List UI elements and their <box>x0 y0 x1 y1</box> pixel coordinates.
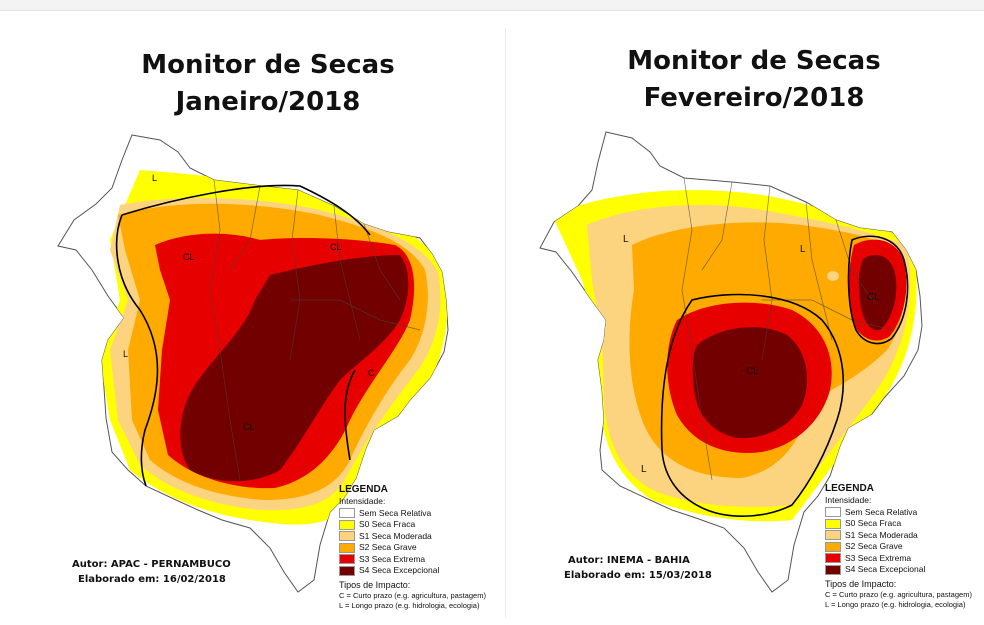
map-title: Monitor de Secas Janeiro/2018 <box>118 47 418 121</box>
author: Autor: INEMA - BAHIA <box>568 555 690 566</box>
region-label: L <box>641 464 647 475</box>
region-label: L <box>623 234 629 245</box>
legend-impact-short: C = Curto prazo (e.g. agricultura, pasta… <box>825 590 972 599</box>
title-line-2: Fevereiro/2018 <box>643 83 865 113</box>
impact-boundaries <box>115 184 371 487</box>
legend-swatch <box>825 541 841 552</box>
region-label: L <box>152 173 157 183</box>
legend-impact-short: C = Curto prazo (e.g. agricultura, pasta… <box>339 591 486 600</box>
legend-swatch <box>339 565 355 576</box>
legend-item: S1 Seca Moderada <box>825 530 983 542</box>
legend-item: S0 Seca Fraca <box>825 518 983 530</box>
legend-intensity-label: Intensidade: <box>339 496 386 506</box>
legend-item: S2 Seca Grave <box>825 541 983 553</box>
legend-swatch <box>825 553 841 564</box>
credit: Autor: APAC - PERNAMBUCO Elaborado em: 1… <box>72 557 231 587</box>
elaboration-date: Elaborado em: 15/03/2018 <box>564 570 712 581</box>
region-label: CL <box>183 252 195 262</box>
region-label: C <box>368 368 375 378</box>
map-title: Monitor de Secas Fevereiro/2018 <box>604 43 904 117</box>
legend-item: S1 Seca Moderada <box>339 531 499 543</box>
legend-item: S2 Seca Grave <box>339 542 499 554</box>
legend-swatch <box>339 542 355 553</box>
legend-item: S4 Seca Excepcional <box>339 565 499 577</box>
legend-intensity-label: Intensidade: <box>825 495 872 505</box>
region-label: L <box>800 244 806 255</box>
legend-item: S0 Seca Fraca <box>339 519 499 531</box>
title-line-2: Janeiro/2018 <box>175 87 361 117</box>
legend-swatch <box>825 530 841 541</box>
state-borders <box>681 177 893 481</box>
legend-swatch <box>825 518 841 529</box>
legend-swatch <box>825 564 841 575</box>
drought-map-fevereiro: L L CL CL L <box>539 131 923 593</box>
area-s1-spot <box>827 271 839 281</box>
area-s4-south <box>692 327 807 439</box>
elaboration-date: Elaborado em: 16/02/2018 <box>78 574 226 585</box>
legend-item: S4 Seca Excepcional <box>825 564 983 576</box>
legend-item: Sem Seca Relativa <box>825 507 983 519</box>
legend-swatch <box>339 508 355 519</box>
legend-impact-label: Tipos de Impacto: <box>339 579 411 590</box>
legend-impact-label: Tipos de Impacto: <box>825 578 897 589</box>
legend-swatch <box>339 554 355 565</box>
legend-title: LEGENDA <box>339 484 388 495</box>
impact-boundaries <box>660 235 909 517</box>
title-line-1: Monitor de Secas <box>627 46 881 76</box>
legend-impact-long: L = Longo prazo (e.g. hidrologia, ecolog… <box>825 600 966 609</box>
area-s4-northeast <box>858 254 897 331</box>
legend-impact-long: L = Longo prazo (e.g. hidrologia, ecolog… <box>339 601 480 610</box>
legend-title: LEGENDA <box>825 483 874 494</box>
legend-swatch <box>825 507 841 518</box>
legend: LEGENDA Intensidade: Sem Seca Relativa S… <box>339 484 499 611</box>
region-label: L <box>123 349 128 359</box>
region-label: CL <box>243 422 255 432</box>
top-bar <box>0 0 984 11</box>
area-s4 <box>180 255 409 482</box>
title-line-1: Monitor de Secas <box>141 50 395 80</box>
region-label: CL <box>746 366 759 377</box>
legend-item: S3 Seca Extrema <box>339 554 499 566</box>
drought-map-janeiro: L CL CL L C CL <box>57 134 449 593</box>
panel-divider <box>505 28 506 618</box>
legend-item: Sem Seca Relativa <box>339 508 499 520</box>
state-borders <box>209 179 421 481</box>
map-panel-fevereiro: Monitor de Secas Fevereiro/2018 <box>492 0 984 625</box>
legend-item: S3 Seca Extrema <box>825 553 983 565</box>
legend-swatch <box>339 519 355 530</box>
region-label: CL <box>330 242 342 252</box>
author: Autor: APAC - PERNAMBUCO <box>72 559 231 570</box>
map-panel-janeiro: Monitor de Secas Janeiro/2018 <box>57 47 486 610</box>
region-label: CL <box>867 292 880 303</box>
legend: LEGENDA Intensidade: Sem Seca Relativa S… <box>825 483 983 610</box>
credit: Autor: INEMA - BAHIA Elaborado em: 15/03… <box>564 553 712 583</box>
legend-swatch <box>339 531 355 542</box>
